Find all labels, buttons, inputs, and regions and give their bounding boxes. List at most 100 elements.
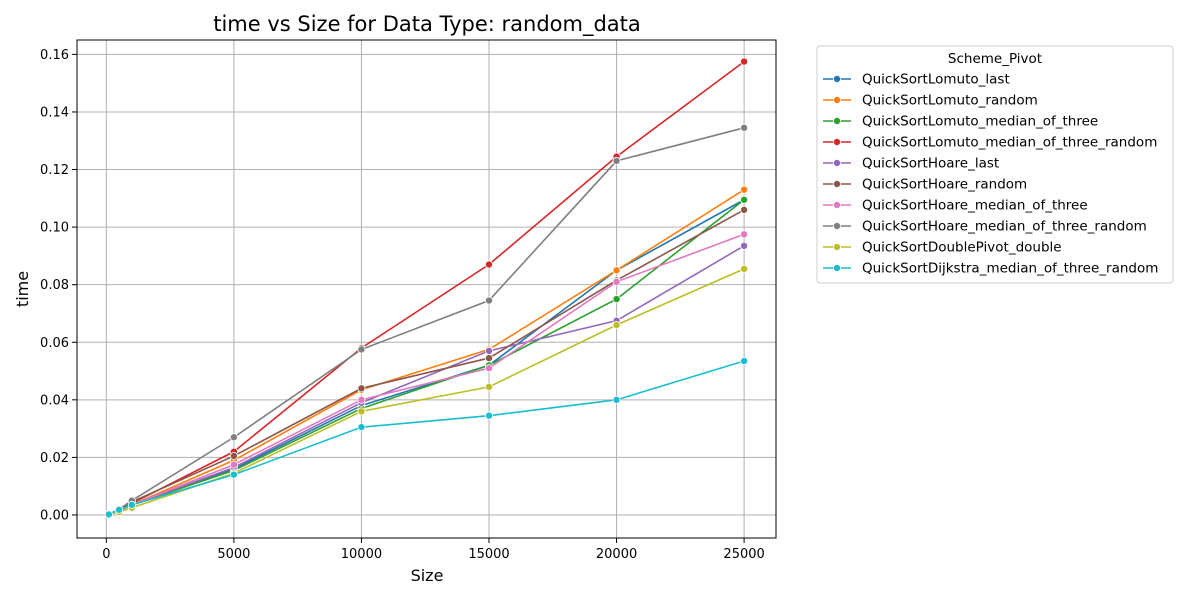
data-point bbox=[740, 230, 749, 239]
legend-swatch-marker bbox=[833, 75, 842, 84]
x-tick-label: 15000 bbox=[468, 547, 509, 562]
legend-label: QuickSortHoare_random bbox=[862, 177, 1027, 193]
data-point bbox=[485, 354, 494, 363]
data-point bbox=[740, 356, 749, 365]
y-tick-label: 0.14 bbox=[40, 105, 69, 120]
data-point bbox=[612, 295, 621, 304]
legend-label: QuickSortHoare_median_of_three_random bbox=[862, 219, 1147, 235]
legend-swatch-marker bbox=[833, 221, 842, 230]
data-point bbox=[357, 384, 366, 393]
x-axis: 0 5000 10000 15000 20000 25000 bbox=[102, 538, 765, 562]
chart-title: time vs Size for Data Type: random_data bbox=[213, 12, 641, 37]
series-QuickSortHoare_random bbox=[104, 205, 749, 519]
y-tick-label: 0.04 bbox=[40, 393, 69, 408]
legend-item: QuickSortDoublePivot_double bbox=[823, 240, 1062, 256]
data-point bbox=[740, 185, 749, 194]
series-line bbox=[108, 127, 745, 516]
y-tick-label: 0.16 bbox=[40, 48, 69, 63]
legend-swatch-marker bbox=[833, 117, 842, 126]
y-axis: 0.00 0.02 0.04 0.06 0.08 0.10 0.12 0.14 0.16 bbox=[40, 48, 77, 523]
legend-label: QuickSortLomuto_median_of_three bbox=[862, 114, 1098, 130]
legend-item: QuickSortHoare_median_of_three_random bbox=[823, 219, 1147, 235]
data-point bbox=[740, 195, 749, 204]
x-axis-title: Size bbox=[411, 566, 444, 585]
data-point bbox=[740, 123, 749, 132]
legend-label: QuickSortHoare_median_of_three bbox=[862, 198, 1088, 214]
legend-swatch-marker bbox=[833, 242, 842, 251]
data-point bbox=[485, 382, 494, 391]
data-point bbox=[485, 260, 494, 269]
series-layer bbox=[104, 57, 749, 519]
data-point bbox=[612, 395, 621, 404]
legend-swatch-marker bbox=[833, 179, 842, 188]
y-tick-label: 0.00 bbox=[40, 508, 69, 523]
legend-item: QuickSortLomuto_median_of_three_random bbox=[823, 135, 1157, 151]
series-QuickSortDijkstra_median_of_three_random bbox=[104, 356, 749, 519]
legend-label: QuickSortLomuto_last bbox=[862, 72, 1010, 88]
data-point bbox=[612, 156, 621, 165]
legend-item: QuickSortLomuto_median_of_three bbox=[823, 114, 1098, 130]
data-point bbox=[115, 505, 124, 514]
series-line bbox=[108, 209, 745, 516]
data-point bbox=[612, 266, 621, 275]
legend-item: QuickSortHoare_median_of_three bbox=[823, 198, 1088, 214]
legend-item: QuickSortDijkstra_median_of_three_random bbox=[823, 261, 1158, 277]
legend-label: QuickSortLomuto_random bbox=[862, 93, 1038, 109]
legend-swatch-marker bbox=[833, 200, 842, 209]
y-tick-label: 0.08 bbox=[40, 278, 69, 293]
legend-item: QuickSortHoare_last bbox=[823, 156, 999, 172]
legend-swatch-marker bbox=[833, 96, 842, 105]
y-axis-title: time bbox=[13, 271, 32, 307]
plot-frame bbox=[76, 39, 777, 539]
series-line bbox=[108, 233, 745, 516]
data-point bbox=[229, 433, 238, 442]
data-point bbox=[485, 346, 494, 355]
data-point bbox=[740, 264, 749, 273]
data-point bbox=[740, 241, 749, 250]
legend-swatch-marker bbox=[833, 137, 842, 146]
data-point bbox=[357, 345, 366, 354]
x-tick-label: 0 bbox=[102, 547, 110, 562]
series-line bbox=[108, 189, 745, 516]
data-point bbox=[740, 205, 749, 214]
data-point bbox=[485, 411, 494, 420]
data-point bbox=[357, 395, 366, 404]
legend-swatch-marker bbox=[833, 158, 842, 167]
x-tick-label: 20000 bbox=[596, 547, 637, 562]
data-point bbox=[612, 277, 621, 286]
legend-item: QuickSortLomuto_last bbox=[823, 72, 1010, 88]
data-point bbox=[740, 57, 749, 66]
legend-items: QuickSortLomuto_last QuickSortLomuto_rand… bbox=[823, 72, 1158, 277]
legend-swatch-marker bbox=[833, 263, 842, 272]
data-point bbox=[229, 470, 238, 479]
y-tick-label: 0.10 bbox=[40, 221, 69, 236]
grid-lines bbox=[77, 40, 776, 538]
series-QuickSortLomuto_median_of_three_random bbox=[104, 57, 749, 519]
legend-label: QuickSortDoublePivot_double bbox=[862, 240, 1062, 256]
legend-label: QuickSortLomuto_median_of_three_random bbox=[862, 135, 1157, 151]
x-tick-label: 10000 bbox=[341, 547, 382, 562]
data-point bbox=[229, 460, 238, 469]
data-point bbox=[127, 500, 136, 509]
series-QuickSortHoare_median_of_three_random bbox=[104, 123, 749, 519]
y-tick-label: 0.06 bbox=[40, 336, 69, 351]
legend-label: QuickSortHoare_last bbox=[862, 156, 999, 172]
data-point bbox=[104, 510, 113, 519]
legend-item: QuickSortLomuto_random bbox=[823, 93, 1038, 109]
data-point bbox=[485, 296, 494, 305]
legend-label: QuickSortDijkstra_median_of_three_random bbox=[862, 261, 1158, 277]
legend-box bbox=[816, 45, 1174, 284]
x-tick-label: 5000 bbox=[217, 547, 250, 562]
legend: Scheme_Pivot QuickSortLomuto_lastQuickSo… bbox=[816, 45, 1174, 284]
data-point bbox=[357, 423, 366, 432]
y-tick-label: 0.12 bbox=[40, 163, 69, 178]
legend-item: QuickSortHoare_random bbox=[823, 177, 1027, 193]
data-point bbox=[357, 407, 366, 416]
series-line bbox=[108, 60, 745, 516]
legend-title: Scheme_Pivot bbox=[948, 51, 1042, 67]
data-point bbox=[612, 320, 621, 329]
y-tick-label: 0.02 bbox=[40, 451, 69, 466]
data-point bbox=[485, 364, 494, 373]
x-tick-label: 25000 bbox=[723, 547, 764, 562]
